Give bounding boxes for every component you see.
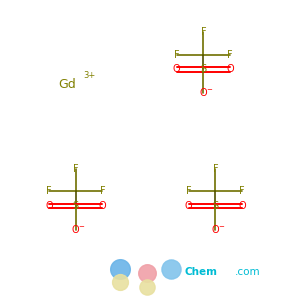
Point [118,280,123,285]
Text: O: O [99,201,106,211]
Text: Chem: Chem [184,268,217,278]
Text: −: − [218,224,224,230]
Text: O: O [185,201,193,211]
Text: O: O [45,201,53,211]
Text: −: − [79,224,85,230]
Text: F: F [239,187,245,196]
Point [118,266,123,271]
Text: F: F [201,27,206,37]
Text: S: S [73,201,79,211]
Text: F: F [227,50,233,60]
Text: O: O [226,64,234,74]
Text: .com: .com [235,268,260,278]
Text: O: O [173,64,181,74]
Text: O: O [72,225,80,235]
Text: 3+: 3+ [83,71,95,80]
Text: F: F [73,164,79,174]
Text: O: O [212,225,219,235]
Text: F: F [186,187,191,196]
Text: F: F [46,187,52,196]
Point [145,284,149,289]
Text: F: F [100,187,105,196]
Text: S: S [212,201,218,211]
Text: −: − [206,87,212,93]
Text: Gd: Gd [58,78,76,91]
Text: F: F [213,164,218,174]
Text: S: S [200,64,207,74]
Text: F: F [174,50,180,60]
Text: O: O [200,88,207,98]
Point [168,266,173,271]
Point [145,271,149,276]
Text: O: O [238,201,246,211]
